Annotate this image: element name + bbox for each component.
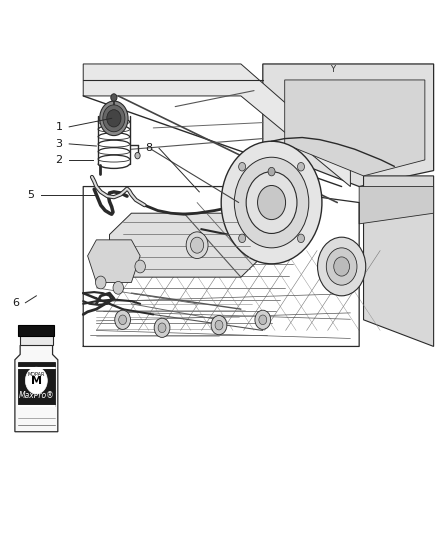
FancyBboxPatch shape bbox=[18, 362, 55, 406]
Polygon shape bbox=[110, 213, 263, 277]
Text: 8: 8 bbox=[145, 143, 152, 153]
Polygon shape bbox=[20, 335, 53, 345]
Circle shape bbox=[191, 237, 204, 253]
Circle shape bbox=[239, 234, 246, 243]
Polygon shape bbox=[83, 64, 350, 187]
Polygon shape bbox=[364, 176, 434, 346]
Circle shape bbox=[115, 310, 131, 329]
Text: Y: Y bbox=[330, 65, 336, 74]
Circle shape bbox=[111, 94, 117, 101]
Circle shape bbox=[100, 101, 128, 135]
Circle shape bbox=[158, 323, 166, 333]
Polygon shape bbox=[263, 64, 434, 187]
Circle shape bbox=[239, 163, 246, 171]
Text: 5: 5 bbox=[27, 190, 34, 199]
Circle shape bbox=[186, 232, 208, 259]
Circle shape bbox=[297, 234, 304, 243]
Text: 1: 1 bbox=[56, 122, 63, 132]
Polygon shape bbox=[285, 80, 425, 176]
Circle shape bbox=[259, 315, 267, 325]
Circle shape bbox=[334, 257, 350, 276]
Circle shape bbox=[297, 163, 304, 171]
Circle shape bbox=[234, 157, 309, 248]
Circle shape bbox=[326, 248, 357, 285]
Polygon shape bbox=[18, 325, 54, 336]
Circle shape bbox=[246, 172, 297, 233]
Circle shape bbox=[135, 152, 140, 159]
Circle shape bbox=[135, 260, 145, 273]
Polygon shape bbox=[15, 345, 58, 432]
Circle shape bbox=[318, 237, 366, 296]
Circle shape bbox=[25, 367, 47, 394]
Circle shape bbox=[154, 318, 170, 337]
Circle shape bbox=[215, 320, 223, 330]
Circle shape bbox=[95, 276, 106, 289]
Polygon shape bbox=[88, 240, 140, 282]
Polygon shape bbox=[359, 187, 434, 224]
Circle shape bbox=[258, 185, 286, 220]
Text: 2: 2 bbox=[56, 155, 63, 165]
Circle shape bbox=[221, 141, 322, 264]
Text: MOPAR: MOPAR bbox=[28, 372, 45, 377]
Circle shape bbox=[211, 316, 227, 335]
Circle shape bbox=[268, 167, 275, 176]
Circle shape bbox=[255, 310, 271, 329]
Circle shape bbox=[103, 105, 125, 132]
Text: MaxPro®: MaxPro® bbox=[18, 391, 54, 400]
Circle shape bbox=[119, 315, 127, 325]
Text: 3: 3 bbox=[56, 139, 63, 149]
Text: 6: 6 bbox=[12, 298, 19, 308]
Circle shape bbox=[107, 110, 121, 127]
Polygon shape bbox=[83, 64, 434, 346]
Circle shape bbox=[113, 281, 124, 294]
Text: M: M bbox=[31, 376, 42, 385]
